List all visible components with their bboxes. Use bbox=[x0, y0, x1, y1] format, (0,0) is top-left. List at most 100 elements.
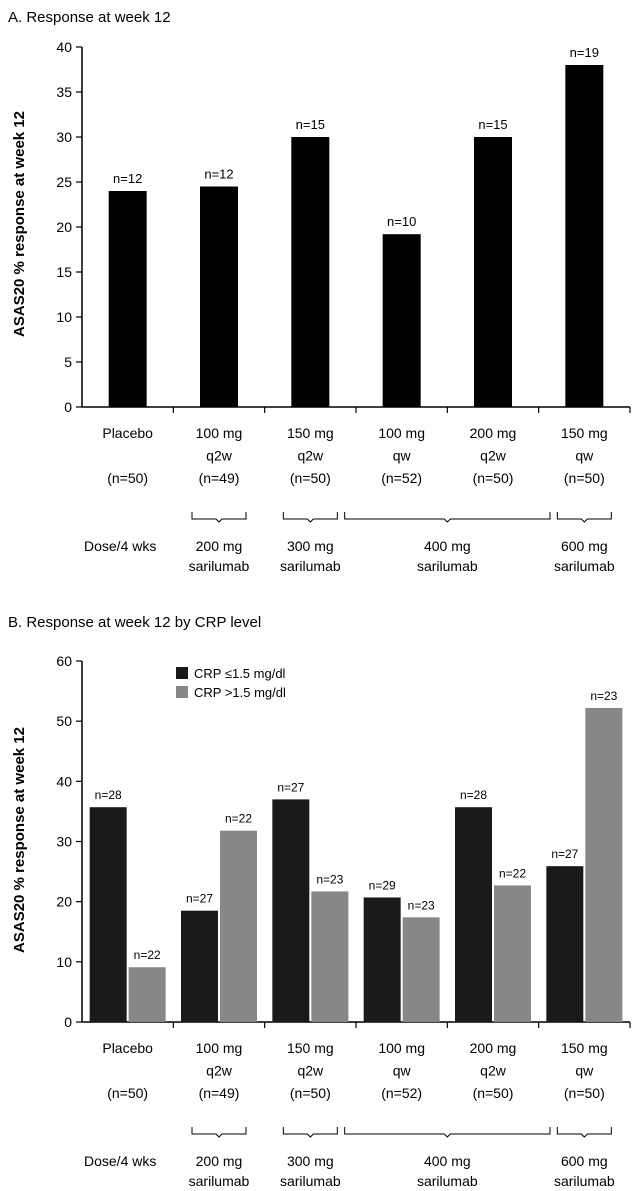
data-label: n=10 bbox=[387, 214, 416, 229]
x-tick-label: 150 mg bbox=[561, 1040, 608, 1056]
legend-entry: CRP >1.5 mg/dl bbox=[194, 685, 286, 700]
panel-b-chart: B. Response at week 12 by CRP level ASAS… bbox=[8, 614, 631, 1189]
y-tick-label: 60 bbox=[56, 653, 72, 669]
data-label: n=22 bbox=[225, 812, 252, 826]
legend-swatch bbox=[176, 686, 188, 698]
x-tick-label: (n=50) bbox=[564, 470, 605, 486]
x-tick-label: 200 mg bbox=[470, 425, 517, 441]
bar-series1-cat0 bbox=[128, 967, 166, 1022]
x-tick-label: qw bbox=[575, 448, 594, 464]
dose-row-label: Dose/4 wks bbox=[84, 1153, 156, 1169]
dose-group-label: sarilumab bbox=[417, 558, 478, 574]
data-label: n=15 bbox=[296, 117, 325, 132]
data-label: n=23 bbox=[590, 689, 617, 703]
bar-series0-cat3 bbox=[363, 897, 401, 1022]
data-label: n=27 bbox=[277, 780, 304, 794]
data-label: n=23 bbox=[316, 872, 343, 886]
y-tick-label: 30 bbox=[56, 129, 72, 145]
x-tick-label: (n=52) bbox=[381, 470, 422, 486]
dose-group-label: sarilumab bbox=[280, 1173, 341, 1189]
dose-group-label: sarilumab bbox=[280, 558, 341, 574]
dose-group-label: sarilumab bbox=[554, 558, 615, 574]
y-tick-label: 40 bbox=[56, 773, 72, 789]
bar-series0-cat5 bbox=[546, 866, 584, 1022]
x-tick-label: Placebo bbox=[102, 425, 153, 441]
dose-bracket bbox=[191, 512, 247, 523]
x-tick-label: 100 mg bbox=[196, 1040, 243, 1056]
dose-group-label: 300 mg bbox=[287, 538, 334, 554]
panel-b-y-axis-label: ASAS20 % response at week 12 bbox=[11, 727, 28, 953]
y-tick-label: 5 bbox=[64, 354, 72, 370]
x-tick-label: 100 mg bbox=[378, 425, 425, 441]
bar-series1-cat1 bbox=[220, 830, 257, 1022]
dose-group-label: sarilumab bbox=[417, 1173, 478, 1189]
data-label: n=23 bbox=[408, 898, 435, 912]
y-tick-label: 50 bbox=[56, 713, 72, 729]
x-tick-label: qw bbox=[393, 1063, 412, 1079]
x-tick-label: 200 mg bbox=[470, 1040, 517, 1056]
y-tick-label: 30 bbox=[56, 834, 72, 850]
bar-cat4 bbox=[474, 137, 512, 407]
dose-group-label: 200 mg bbox=[196, 538, 243, 554]
y-tick-label: 10 bbox=[56, 309, 72, 325]
y-tick-label: 15 bbox=[56, 264, 72, 280]
x-tick-label: q2w bbox=[297, 448, 324, 464]
dose-group-label: 200 mg bbox=[196, 1153, 243, 1169]
x-tick-label: (n=50) bbox=[290, 1085, 331, 1101]
y-tick-label: 20 bbox=[56, 219, 72, 235]
bar-cat2 bbox=[291, 137, 330, 407]
data-label: n=22 bbox=[134, 948, 161, 962]
data-label: n=19 bbox=[570, 45, 599, 60]
x-tick-label: Placebo bbox=[102, 1040, 153, 1056]
dose-bracket bbox=[282, 1127, 338, 1138]
bar-series1-cat5 bbox=[585, 707, 623, 1022]
dose-group-label: 400 mg bbox=[424, 538, 471, 554]
legend-swatch bbox=[176, 667, 188, 679]
x-tick-label: q2w bbox=[206, 1063, 233, 1079]
bar-cat1 bbox=[200, 186, 238, 407]
dose-bracket bbox=[556, 1127, 612, 1138]
dose-group-label: 400 mg bbox=[424, 1153, 471, 1169]
y-tick-label: 0 bbox=[64, 399, 72, 415]
data-label: n=15 bbox=[478, 117, 507, 132]
bar-series0-cat0 bbox=[89, 807, 127, 1022]
x-tick-label: qw bbox=[575, 1063, 594, 1079]
bar-series0-cat2 bbox=[272, 799, 310, 1022]
data-label: n=27 bbox=[186, 892, 213, 906]
dose-group-label: 600 mg bbox=[561, 538, 608, 554]
bar-series0-cat4 bbox=[455, 807, 492, 1022]
x-tick-label: q2w bbox=[480, 1063, 507, 1079]
x-tick-label: 150 mg bbox=[287, 1040, 334, 1056]
y-tick-label: 0 bbox=[64, 1014, 72, 1030]
data-label: n=12 bbox=[204, 167, 233, 182]
dose-bracket bbox=[556, 512, 612, 523]
x-tick-label: (n=50) bbox=[473, 470, 514, 486]
dose-bracket bbox=[282, 512, 338, 523]
data-label: n=28 bbox=[95, 788, 122, 802]
bar-cat5 bbox=[565, 65, 604, 407]
dose-group-label: sarilumab bbox=[189, 1173, 250, 1189]
bar-series1-cat2 bbox=[311, 891, 349, 1022]
x-tick-label: qw bbox=[393, 448, 412, 464]
dose-group-label: 600 mg bbox=[561, 1153, 608, 1169]
x-tick-label: q2w bbox=[206, 448, 233, 464]
y-tick-label: 25 bbox=[56, 174, 72, 190]
x-tick-label: (n=50) bbox=[473, 1085, 514, 1101]
x-tick-label: (n=50) bbox=[564, 1085, 605, 1101]
x-tick-label: q2w bbox=[297, 1063, 324, 1079]
y-tick-label: 10 bbox=[56, 954, 72, 970]
x-tick-label: 150 mg bbox=[287, 425, 334, 441]
data-label: n=27 bbox=[551, 847, 578, 861]
dose-row-label: Dose/4 wks bbox=[84, 538, 156, 554]
x-tick-label: (n=50) bbox=[290, 470, 331, 486]
x-tick-label: (n=50) bbox=[107, 1085, 148, 1101]
data-label: n=12 bbox=[113, 171, 142, 186]
bar-series1-cat3 bbox=[402, 917, 440, 1022]
x-tick-label: q2w bbox=[480, 448, 507, 464]
x-tick-label: (n=49) bbox=[199, 1085, 240, 1101]
panel-a-y-axis-label: ASAS20 % response at week 12 bbox=[11, 111, 28, 337]
bar-cat3 bbox=[382, 234, 421, 407]
y-tick-label: 35 bbox=[56, 84, 72, 100]
dose-group-label: sarilumab bbox=[189, 558, 250, 574]
dose-group-label: sarilumab bbox=[554, 1173, 615, 1189]
